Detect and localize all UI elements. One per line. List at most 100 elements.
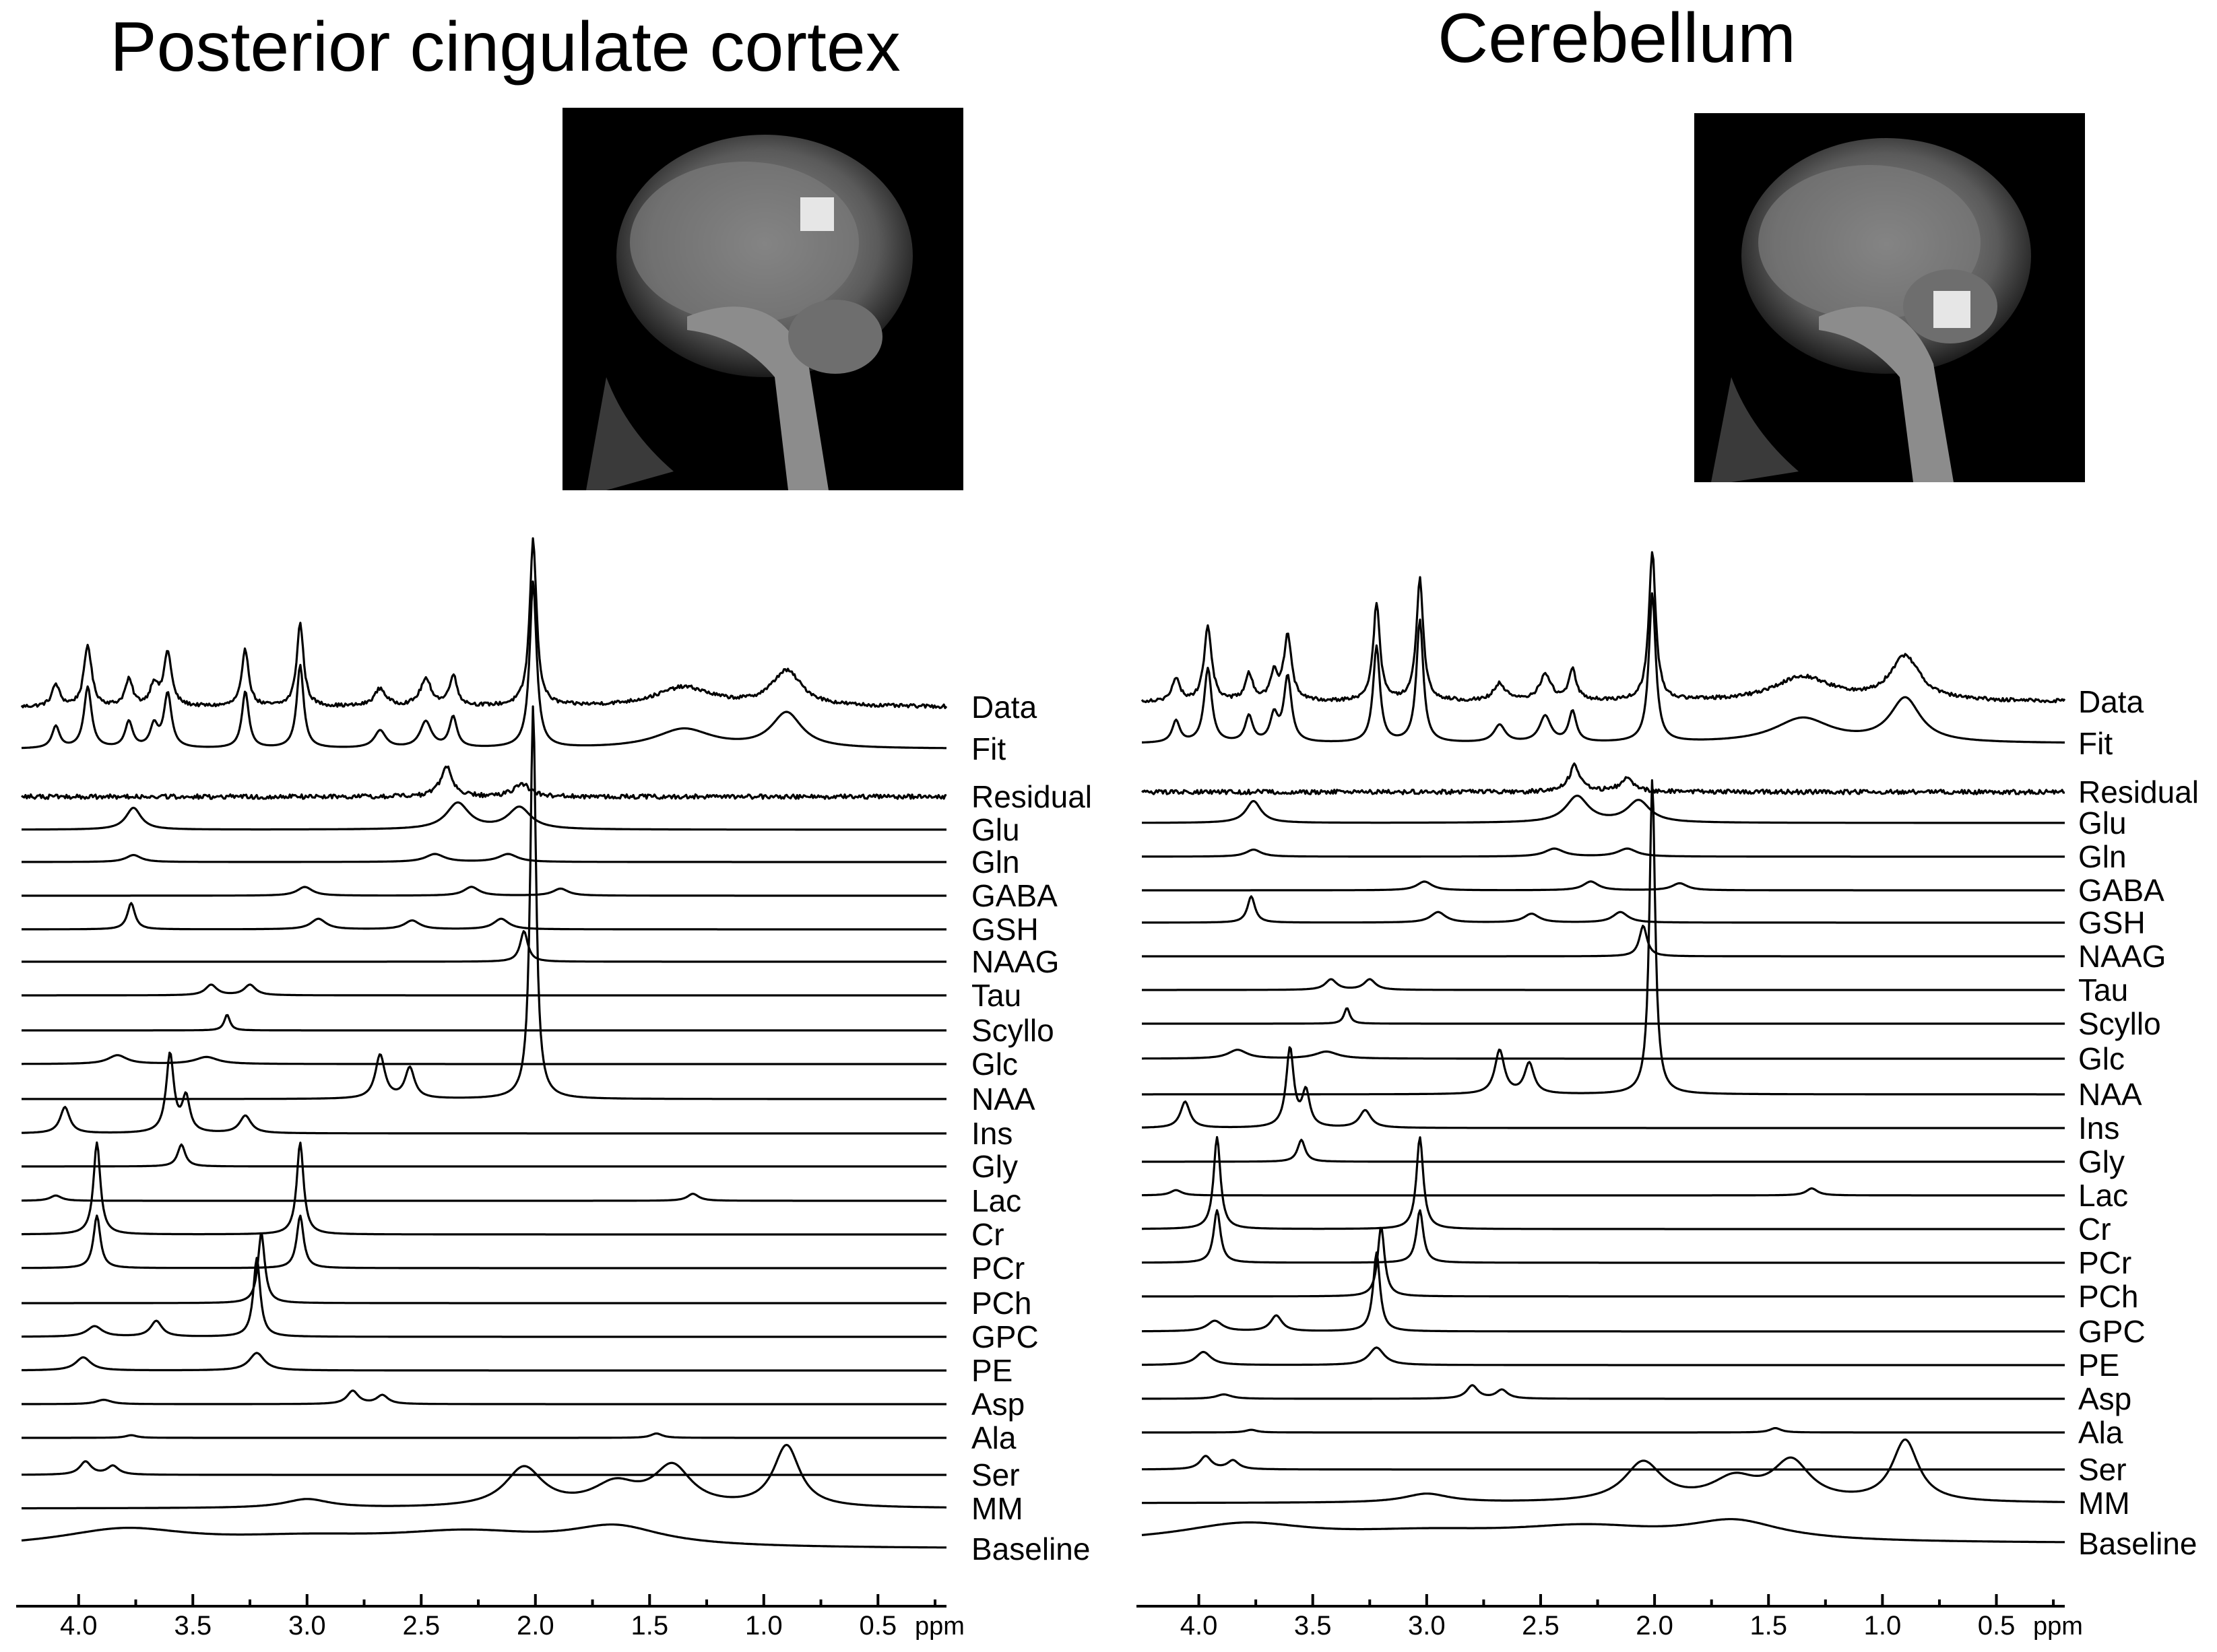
trace-naag [1142, 925, 2065, 958]
trace-tau [22, 983, 946, 997]
x-tick-label: 2.0 [1636, 1611, 1673, 1641]
trace-gln [1142, 847, 2065, 858]
trace-cr [22, 1141, 946, 1236]
trace-naag [22, 930, 946, 963]
trace-label-gsh: GSH [2078, 905, 2146, 940]
trace-label-gsh: GSH [971, 912, 1039, 947]
trace-label-cr: Cr [2078, 1212, 2111, 1247]
trace-ser [22, 1460, 946, 1476]
trace-glu [22, 801, 946, 831]
trace-mm [22, 1443, 946, 1510]
trace-label-glu: Glu [971, 812, 1020, 847]
trace-glc [22, 1054, 946, 1065]
trace-ser [1142, 1455, 2065, 1471]
trace-data [20, 537, 948, 709]
trace-label-naag: NAAG [2078, 939, 2166, 974]
trace-pch [1142, 1226, 2065, 1298]
trace-label-asp: Asp [2078, 1381, 2131, 1416]
trace-glc [1142, 1049, 2065, 1060]
trace-lac [1142, 1187, 2065, 1197]
trace-label-mm: MM [2078, 1486, 2130, 1521]
ppm-axis: 4.0 3.5 3.0 2.5 2.0 1.5 1.0 0.5 ppm [1136, 1594, 2083, 1641]
trace-label-cr: Cr [971, 1217, 1004, 1252]
x-tick-label: 1.0 [745, 1611, 783, 1641]
x-tick-label: 3.0 [1408, 1611, 1446, 1641]
trace-data [1140, 551, 2066, 704]
trace-pch [22, 1233, 946, 1304]
x-tick-label: 1.5 [1749, 1611, 1787, 1641]
trace-pcr [21, 1214, 946, 1269]
x-tick-label: 3.5 [1294, 1611, 1332, 1641]
mri-inset-cerebellum [1694, 113, 2085, 482]
x-tick-label: 2.5 [402, 1611, 440, 1641]
x-axis-unit: ppm [915, 1612, 965, 1641]
panel-posterior-cingulate: Posterior cingulate cortex Data Fit Residu… [16, 8, 1092, 1641]
trace-label-glc: Glc [971, 1047, 1018, 1082]
spectral-traces [1140, 551, 2066, 1544]
trace-label-naag: NAAG [971, 944, 1059, 979]
ppm-axis: 4.0 3.5 3.0 2.5 2.0 1.5 1.0 0.5 ppm [16, 1594, 965, 1641]
x-tick-label: 0.5 [859, 1611, 897, 1641]
x-tick-label: 4.0 [60, 1611, 98, 1641]
x-tick-label: 0.5 [1978, 1611, 2016, 1641]
trace-naa [22, 705, 946, 1100]
trace-label-gln: Gln [971, 845, 1020, 880]
trace-label-lac: Lac [971, 1183, 1021, 1218]
trace-label-data: Data [971, 690, 1037, 725]
trace-glu [1142, 794, 2065, 824]
trace-label-gln: Gln [2078, 839, 2127, 874]
x-tick-label: 2.0 [517, 1611, 554, 1641]
trace-label-ins: Ins [971, 1116, 1013, 1151]
x-tick-label: 3.0 [288, 1611, 326, 1641]
x-tick-label: 1.5 [631, 1611, 668, 1641]
trace-label-tau: Tau [2078, 972, 2128, 1007]
trace-scyllo [22, 1014, 946, 1032]
trace-gsh [1142, 895, 2065, 924]
trace-label-naa: NAA [2078, 1077, 2142, 1112]
trace-label-gly: Gly [971, 1149, 1018, 1184]
trace-label-mm: MM [971, 1491, 1023, 1526]
trace-label-scyllo: Scyllo [971, 1013, 1054, 1048]
trace-label-baseline: Baseline [971, 1531, 1090, 1566]
trace-gly [22, 1143, 946, 1168]
trace-naa [1142, 779, 2065, 1096]
trace-label-gpc: GPC [971, 1319, 1039, 1354]
trace-pe [22, 1352, 946, 1372]
trace-labels: Data Fit ResidualGluGlnGABAGSHNAAGTauScyll… [2078, 684, 2199, 1561]
trace-pcr [1141, 1209, 2065, 1264]
trace-tau [1142, 978, 2065, 991]
trace-label-pcr: PCr [971, 1251, 1025, 1286]
trace-label-baseline: Baseline [2078, 1526, 2197, 1561]
trace-ala [22, 1432, 946, 1439]
trace-label-residual: Residual [2078, 774, 2199, 810]
spectral-traces [20, 537, 948, 1549]
trace-gly [1142, 1138, 2065, 1163]
x-tick-label: 2.5 [1522, 1611, 1560, 1641]
trace-gln [22, 853, 946, 863]
trace-gaba [22, 886, 946, 897]
panel-title: Posterior cingulate cortex [110, 8, 900, 86]
trace-label-scyllo: Scyllo [2078, 1006, 2161, 1041]
trace-label-naa: NAA [971, 1082, 1035, 1117]
trace-label-glu: Glu [2078, 805, 2127, 840]
trace-label-pe: PE [971, 1353, 1013, 1388]
trace-label-pcr: PCr [2078, 1245, 2131, 1280]
trace-mm [1142, 1438, 2065, 1505]
trace-ala [1142, 1427, 2065, 1434]
trace-gaba [1142, 880, 2065, 892]
trace-ins [1141, 1046, 2065, 1129]
trace-label-gpc: GPC [2078, 1314, 2146, 1349]
trace-pe [1142, 1346, 2065, 1366]
trace-asp [1142, 1384, 2065, 1400]
trace-cr [1142, 1135, 2065, 1230]
trace-label-ala: Ala [2078, 1415, 2123, 1450]
trace-label-data: Data [2078, 684, 2144, 719]
trace-label-lac: Lac [2078, 1178, 2128, 1213]
panel-title: Cerebellum [1438, 0, 1796, 77]
trace-label-pe: PE [2078, 1348, 2119, 1383]
x-axis-unit: ppm [2033, 1612, 2083, 1641]
x-tick-label: 4.0 [1180, 1611, 1218, 1641]
trace-baseline [1141, 1518, 2065, 1544]
trace-label-pch: PCh [971, 1286, 1031, 1321]
